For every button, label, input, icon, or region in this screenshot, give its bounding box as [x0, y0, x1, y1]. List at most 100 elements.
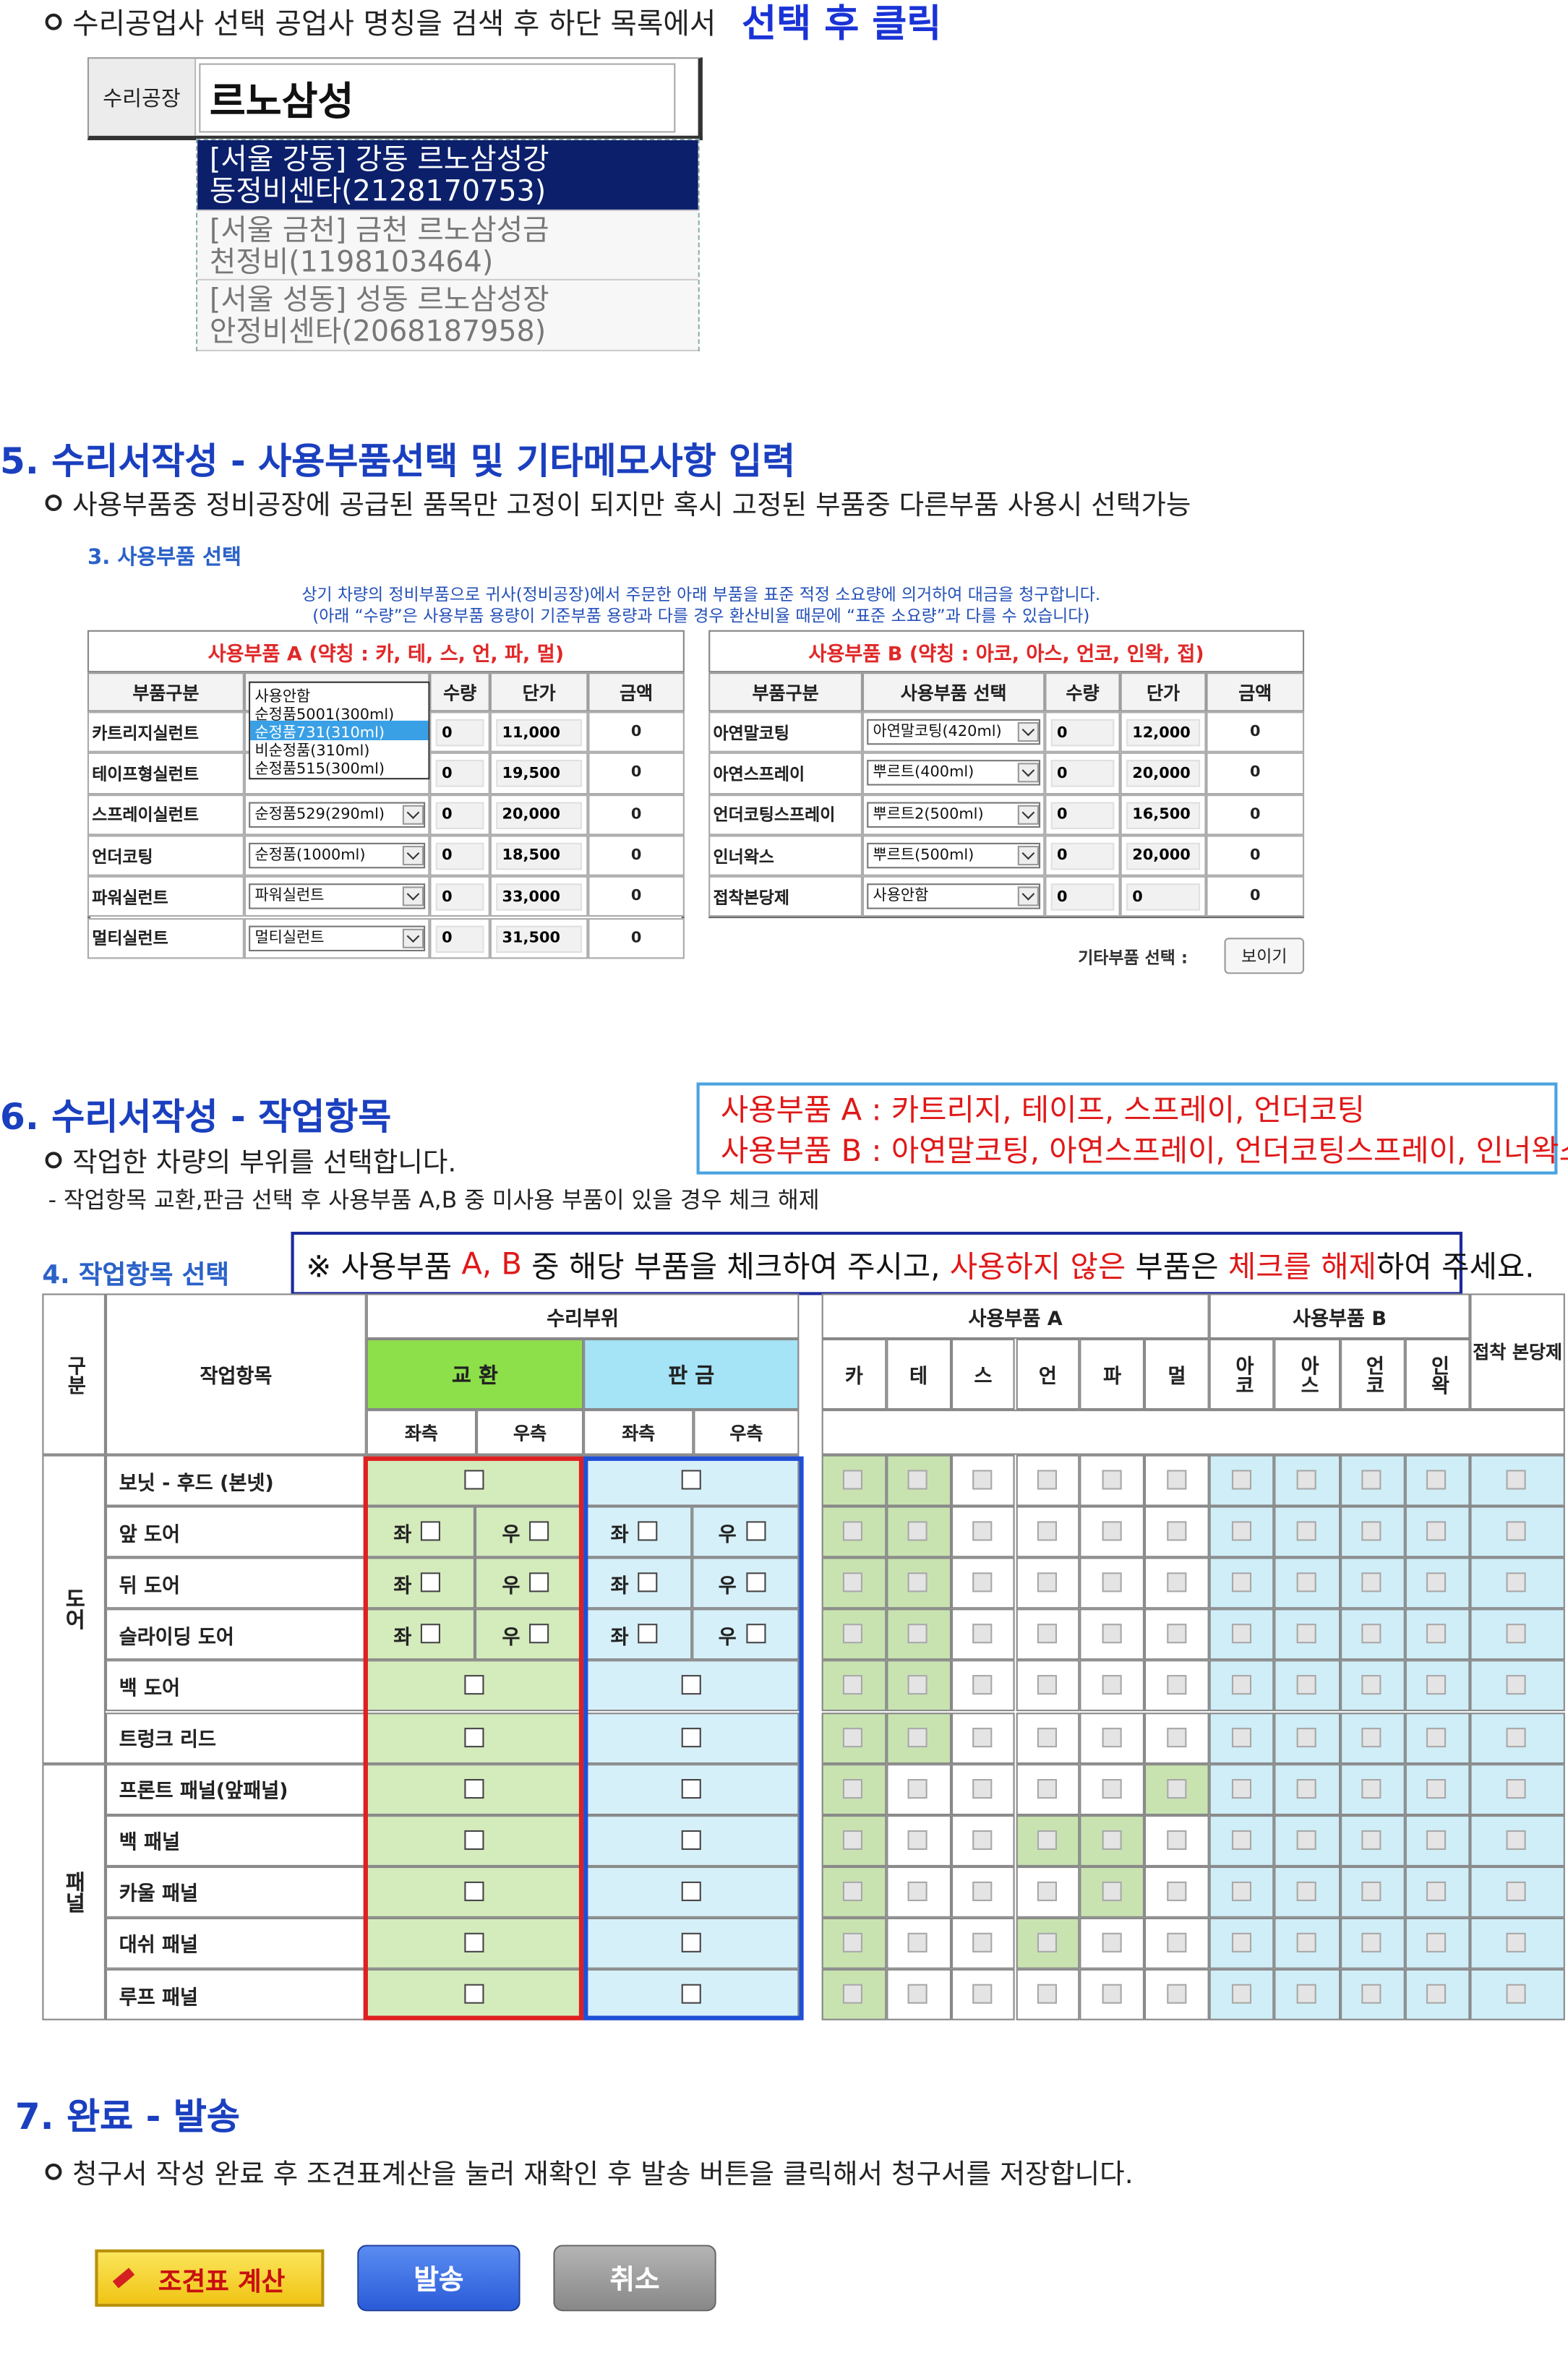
checkbox[interactable]: [1296, 1675, 1316, 1696]
show-button[interactable]: 보이기: [1224, 938, 1305, 974]
checkbox[interactable]: [1166, 1470, 1186, 1490]
qty-input[interactable]: 0: [1050, 760, 1115, 788]
checkbox[interactable]: [843, 1572, 863, 1593]
qty-input[interactable]: 0: [435, 801, 484, 829]
search-input[interactable]: 르노삼성: [199, 63, 676, 133]
checkbox[interactable]: [1506, 1624, 1526, 1644]
qty-input[interactable]: 0: [1050, 842, 1115, 870]
checkbox[interactable]: [1102, 1932, 1122, 1953]
checkbox[interactable]: [1037, 1984, 1057, 2004]
checkbox[interactable]: [1296, 1830, 1316, 1850]
qty-input[interactable]: 0: [1050, 801, 1115, 829]
checkbox[interactable]: [1037, 1624, 1057, 1644]
checkbox[interactable]: [420, 1624, 440, 1644]
checkbox[interactable]: [1361, 1521, 1381, 1541]
checkbox[interactable]: [972, 1932, 993, 1953]
checkbox[interactable]: [1102, 1727, 1122, 1747]
checkbox[interactable]: [1231, 1984, 1251, 2004]
checkbox[interactable]: [1296, 1470, 1316, 1490]
checkbox[interactable]: [464, 1778, 484, 1799]
part-select[interactable]: 뿌르트(500ml): [867, 842, 1041, 869]
checkbox[interactable]: [972, 1624, 993, 1644]
checkbox[interactable]: [1231, 1881, 1251, 1901]
part-select[interactable]: 아연말코팅(420ml): [867, 719, 1041, 745]
checkbox[interactable]: [1102, 1881, 1122, 1901]
checkbox[interactable]: [843, 1521, 863, 1541]
checkbox[interactable]: [1166, 1932, 1186, 1953]
qty-input[interactable]: 0: [1050, 883, 1115, 912]
checkbox[interactable]: [1361, 1470, 1381, 1490]
dropdown-option[interactable]: 순정품515(300ml): [250, 758, 429, 779]
result-item[interactable]: [서울 강동] 강동 르노삼성강 동정비센타(2128170753): [197, 140, 698, 211]
checkbox[interactable]: [1166, 1830, 1186, 1850]
checkbox[interactable]: [908, 1984, 928, 2004]
checkbox[interactable]: [908, 1727, 928, 1747]
checkbox[interactable]: [1231, 1675, 1251, 1696]
checkbox[interactable]: [1102, 1572, 1122, 1593]
checkbox[interactable]: [972, 1727, 993, 1747]
checkbox[interactable]: [1426, 1675, 1447, 1696]
checkbox[interactable]: [464, 1675, 484, 1696]
checkbox[interactable]: [1426, 1624, 1447, 1644]
checkbox[interactable]: [529, 1521, 549, 1541]
checkbox[interactable]: [1361, 1572, 1381, 1593]
checkbox[interactable]: [843, 1470, 863, 1490]
checkbox[interactable]: [1166, 1572, 1186, 1593]
checkbox[interactable]: [1037, 1521, 1057, 1541]
dropdown-option[interactable]: 순정품731(310ml): [250, 721, 429, 742]
checkbox[interactable]: [1506, 1932, 1526, 1953]
checkbox[interactable]: [1037, 1830, 1057, 1850]
checkbox[interactable]: [1231, 1727, 1251, 1747]
checkbox[interactable]: [1037, 1932, 1057, 1953]
checkbox[interactable]: [1426, 1521, 1447, 1541]
checkbox[interactable]: [680, 1727, 701, 1747]
checkbox[interactable]: [1506, 1572, 1526, 1593]
checkbox[interactable]: [1426, 1830, 1447, 1850]
checkbox[interactable]: [1037, 1572, 1057, 1593]
checkbox[interactable]: [843, 1675, 863, 1696]
checkbox[interactable]: [1426, 1778, 1447, 1799]
checkbox[interactable]: [1506, 1727, 1526, 1747]
checkbox[interactable]: [1102, 1521, 1122, 1541]
part-select[interactable]: 파워실런트: [249, 883, 426, 910]
checkbox[interactable]: [972, 1830, 993, 1850]
checkbox[interactable]: [745, 1572, 766, 1593]
checkbox[interactable]: [1166, 1881, 1186, 1901]
checkbox[interactable]: [1102, 1624, 1122, 1644]
checkbox[interactable]: [464, 1984, 484, 2004]
checkbox[interactable]: [1361, 1675, 1381, 1696]
checkbox[interactable]: [1102, 1830, 1122, 1850]
checkbox[interactable]: [1102, 1984, 1122, 2004]
part-select[interactable]: 순정품529(290ml): [249, 801, 426, 828]
checkbox[interactable]: [745, 1624, 766, 1644]
checkbox[interactable]: [1506, 1830, 1526, 1850]
cancel-button[interactable]: 취소: [553, 2245, 716, 2312]
checkbox[interactable]: [972, 1778, 993, 1799]
checkbox[interactable]: [1037, 1727, 1057, 1747]
checkbox[interactable]: [1231, 1572, 1251, 1593]
part-select[interactable]: 뿌르트2(500ml): [867, 801, 1041, 828]
checkbox[interactable]: [908, 1830, 928, 1850]
checkbox[interactable]: [1166, 1984, 1186, 2004]
checkbox[interactable]: [972, 1675, 993, 1696]
qty-input[interactable]: 0: [1050, 719, 1115, 747]
checkbox[interactable]: [1426, 1470, 1447, 1490]
checkbox[interactable]: [1361, 1932, 1381, 1953]
checkbox[interactable]: [1426, 1881, 1447, 1901]
checkbox[interactable]: [1506, 1881, 1526, 1901]
checkbox[interactable]: [1361, 1624, 1381, 1644]
checkbox[interactable]: [1426, 1572, 1447, 1593]
checkbox[interactable]: [843, 1624, 863, 1644]
checkbox[interactable]: [680, 1932, 701, 1953]
dropdown-option[interactable]: 순정품5001(300ml): [250, 703, 429, 724]
checkbox[interactable]: [1361, 1984, 1381, 2004]
checkbox[interactable]: [1296, 1932, 1316, 1953]
checkbox[interactable]: [843, 1984, 863, 2004]
checkbox[interactable]: [843, 1881, 863, 1901]
checkbox[interactable]: [972, 1470, 993, 1490]
checkbox[interactable]: [464, 1470, 484, 1490]
checkbox[interactable]: [1231, 1778, 1251, 1799]
part-select[interactable]: 사용안함: [867, 883, 1041, 910]
checkbox[interactable]: [1296, 1624, 1316, 1644]
checkbox[interactable]: [1166, 1624, 1186, 1644]
